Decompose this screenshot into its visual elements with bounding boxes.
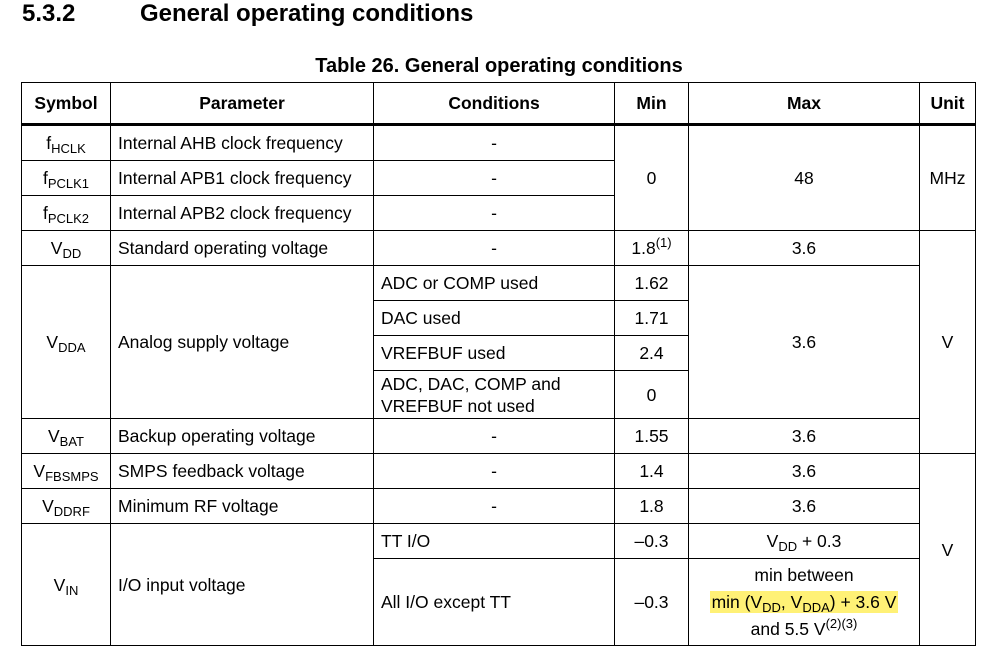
table-header-row: Symbol Parameter Conditions Min Max Unit	[21, 82, 976, 126]
symbol-cell: VBAT	[21, 418, 111, 454]
conditions-cell: VREFBUF used	[373, 335, 615, 371]
max-cell: 3.6	[688, 418, 920, 454]
section-title: General operating conditions	[140, 0, 474, 27]
max-cell: VDD + 0.3	[688, 523, 920, 559]
conditions-cell: DAC used	[373, 300, 615, 336]
parameter-cell: Analog supply voltage	[110, 265, 374, 419]
max-cell: 48	[688, 124, 920, 231]
symbol-cell: VDD	[21, 230, 111, 266]
max-cell: 3.6	[688, 265, 920, 419]
min-cell: 0	[614, 124, 689, 231]
header-parameter: Parameter	[110, 82, 374, 126]
max-cell: 3.6	[688, 453, 920, 489]
parameter-cell: Internal APB2 clock frequency	[110, 195, 374, 231]
min-cell: 1.62	[614, 265, 689, 301]
min-cell: 1.4	[614, 453, 689, 489]
table-row: VIN I/O input voltage TT I/O –0.3 VDD + …	[21, 523, 976, 646]
highlighted-max-formula: min (VDD, VDDA) + 3.6 V	[709, 590, 899, 615]
symbol-cell: fPCLK1	[21, 160, 111, 196]
table-row: VFBSMPS SMPS feedback voltage - 1.4 3.6 …	[21, 453, 976, 646]
header-unit: Unit	[919, 82, 976, 126]
conditions-cell: ADC or COMP used	[373, 265, 615, 301]
section-heading: 5.3.2 General operating conditions	[22, 0, 473, 28]
unit-cell: V	[919, 230, 976, 454]
parameter-cell: Internal AHB clock frequency	[110, 124, 374, 161]
conditions-cell: TT I/O	[373, 523, 615, 559]
table-row: ADC, DAC, COMP and VREFBUF not used 0	[22, 370, 976, 419]
conditions-cell: -	[373, 453, 615, 489]
table-row: All I/O except TT –0.3 min between min (…	[22, 558, 976, 646]
conditions-cell: -	[373, 160, 615, 196]
table-row: fHCLK Internal AHB clock frequency - 0 4…	[21, 124, 976, 231]
min-cell: –0.3	[614, 523, 689, 559]
min-cell: 2.4	[614, 335, 689, 371]
conditions-cell: ADC, DAC, COMP and VREFBUF not used	[373, 370, 615, 419]
min-cell: –0.3	[614, 558, 689, 646]
max-cell: 3.6	[688, 230, 920, 266]
parameter-cell: Internal APB1 clock frequency	[110, 160, 374, 196]
header-max: Max	[688, 82, 920, 126]
header-min: Min	[614, 82, 689, 126]
table-row: VDDA Analog supply voltage ADC or COMP u…	[21, 265, 976, 419]
conditions-cell: -	[373, 488, 615, 524]
header-conditions: Conditions	[373, 82, 615, 126]
min-cell: 0	[614, 370, 689, 419]
conditions-cell: All I/O except TT	[373, 558, 615, 646]
table-row: VBAT Backup operating voltage - 1.55 3.6	[21, 418, 976, 454]
unit-cell: MHz	[919, 124, 976, 231]
parameter-cell: I/O input voltage	[110, 523, 374, 646]
parameter-cell: Backup operating voltage	[110, 418, 374, 454]
max-cell: 3.6	[688, 488, 920, 524]
conditions-cell: -	[373, 418, 615, 454]
conditions-cell: -	[373, 195, 615, 231]
unit-cell: V	[919, 453, 976, 646]
parameter-cell: SMPS feedback voltage	[110, 453, 374, 489]
table-row: VDD Standard operating voltage - 1.8(1) …	[21, 230, 976, 454]
max-cell: min between min (VDD, VDDA) + 3.6 V and …	[688, 558, 920, 646]
conditions-cell: -	[373, 124, 615, 161]
section-number: 5.3.2	[22, 0, 76, 27]
parameter-cell: Minimum RF voltage	[110, 488, 374, 524]
operating-conditions-table: Symbol Parameter Conditions Min Max Unit…	[21, 82, 976, 646]
parameter-cell: Standard operating voltage	[110, 230, 374, 266]
min-cell: 1.71	[614, 300, 689, 336]
min-cell: 1.8	[614, 488, 689, 524]
symbol-cell: VDDA	[21, 265, 111, 419]
symbol-cell: fHCLK	[21, 124, 111, 161]
min-cell: 1.55	[614, 418, 689, 454]
symbol-cell: VDDRF	[21, 488, 111, 524]
table-row: fPCLK1 Internal APB1 clock frequency -	[21, 160, 976, 196]
header-symbol: Symbol	[21, 82, 111, 126]
table-caption: Table 26. General operating conditions	[315, 55, 683, 77]
symbol-cell: VFBSMPS	[21, 453, 111, 489]
footnote-ref: (1)	[655, 235, 672, 250]
table-row: VDDRF Minimum RF voltage - 1.8 3.6	[21, 488, 976, 524]
symbol-cell: VIN	[21, 523, 111, 646]
symbol-cell: fPCLK2	[21, 195, 111, 231]
conditions-cell: -	[373, 230, 615, 266]
footnote-ref: (2)(3)	[825, 615, 858, 631]
min-cell: 1.8(1)	[614, 230, 689, 266]
